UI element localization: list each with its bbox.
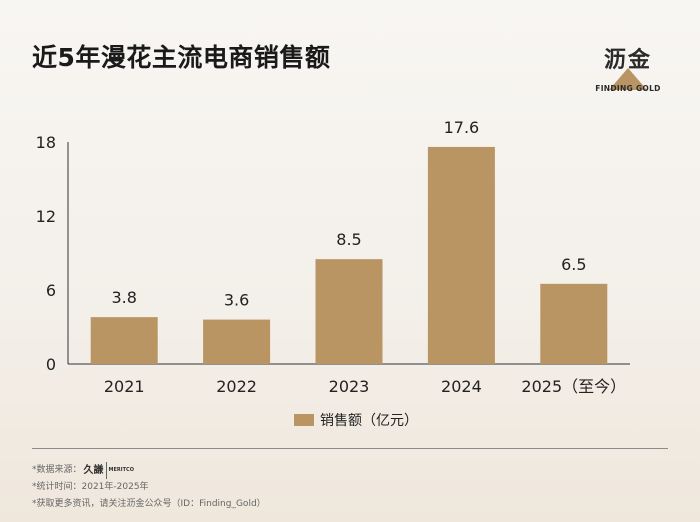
brand-logo: 沥金 FINDING GOLD bbox=[595, 42, 660, 96]
footer-divider bbox=[32, 448, 668, 449]
meritco-logo-en: MERITCO bbox=[105, 462, 134, 479]
legend-swatch bbox=[294, 414, 314, 426]
meritco-logo: 久謙 MERITCO bbox=[84, 462, 134, 479]
source-note: *数据来源： 久謙 MERITCO bbox=[32, 462, 266, 479]
bar bbox=[540, 283, 608, 364]
x-tick-label: 2024 bbox=[441, 377, 482, 396]
x-tick-label: 2023 bbox=[329, 377, 370, 396]
x-tick-label: 2025（至今） bbox=[521, 377, 626, 396]
bar-value-label: 17.6 bbox=[444, 118, 480, 137]
bar bbox=[315, 259, 383, 364]
x-tick-label: 2022 bbox=[216, 377, 257, 396]
source-label: *数据来源： bbox=[32, 465, 82, 475]
bar bbox=[427, 146, 495, 364]
more-account: 沥金公众号（ID：Finding_Gold） bbox=[126, 499, 266, 509]
brand-subtitle: FINDING GOLD bbox=[595, 84, 661, 93]
more-note: *获取更多资讯，请关注 沥金公众号（ID：Finding_Gold） bbox=[32, 496, 266, 513]
brand-triangle-icon bbox=[609, 68, 647, 90]
y-tick-label: 0 bbox=[46, 355, 56, 374]
footer-notes: *数据来源： 久謙 MERITCO *统计时间：2021年-2025年 *获取更… bbox=[32, 462, 266, 513]
legend-label: 销售额（亿元） bbox=[320, 413, 418, 429]
bar-value-label: 3.6 bbox=[224, 291, 249, 310]
chart-title: 近5年漫花主流电商销售额 bbox=[32, 43, 331, 72]
bar-value-label: 3.8 bbox=[111, 288, 136, 307]
bar bbox=[90, 317, 158, 364]
y-tick-label: 18 bbox=[36, 133, 56, 152]
bar-chart: 0 6 12 18 3.8 2021 3.6 2022 8.5 2023 17.6 2024 6.5 20… bbox=[36, 118, 630, 429]
more-prefix: *获取更多资讯，请关注 bbox=[32, 499, 127, 509]
brand-name: 沥金 bbox=[603, 48, 652, 73]
x-tick-label: 2021 bbox=[104, 377, 145, 396]
y-tick-label: 12 bbox=[36, 207, 56, 226]
meritco-logo-cn: 久謙 bbox=[83, 465, 104, 476]
period-note: *统计时间：2021年-2025年 bbox=[32, 482, 149, 492]
bar-value-label: 6.5 bbox=[561, 255, 586, 274]
bar-value-label: 8.5 bbox=[336, 230, 361, 249]
y-tick-label: 6 bbox=[46, 281, 56, 300]
bar bbox=[203, 319, 271, 364]
